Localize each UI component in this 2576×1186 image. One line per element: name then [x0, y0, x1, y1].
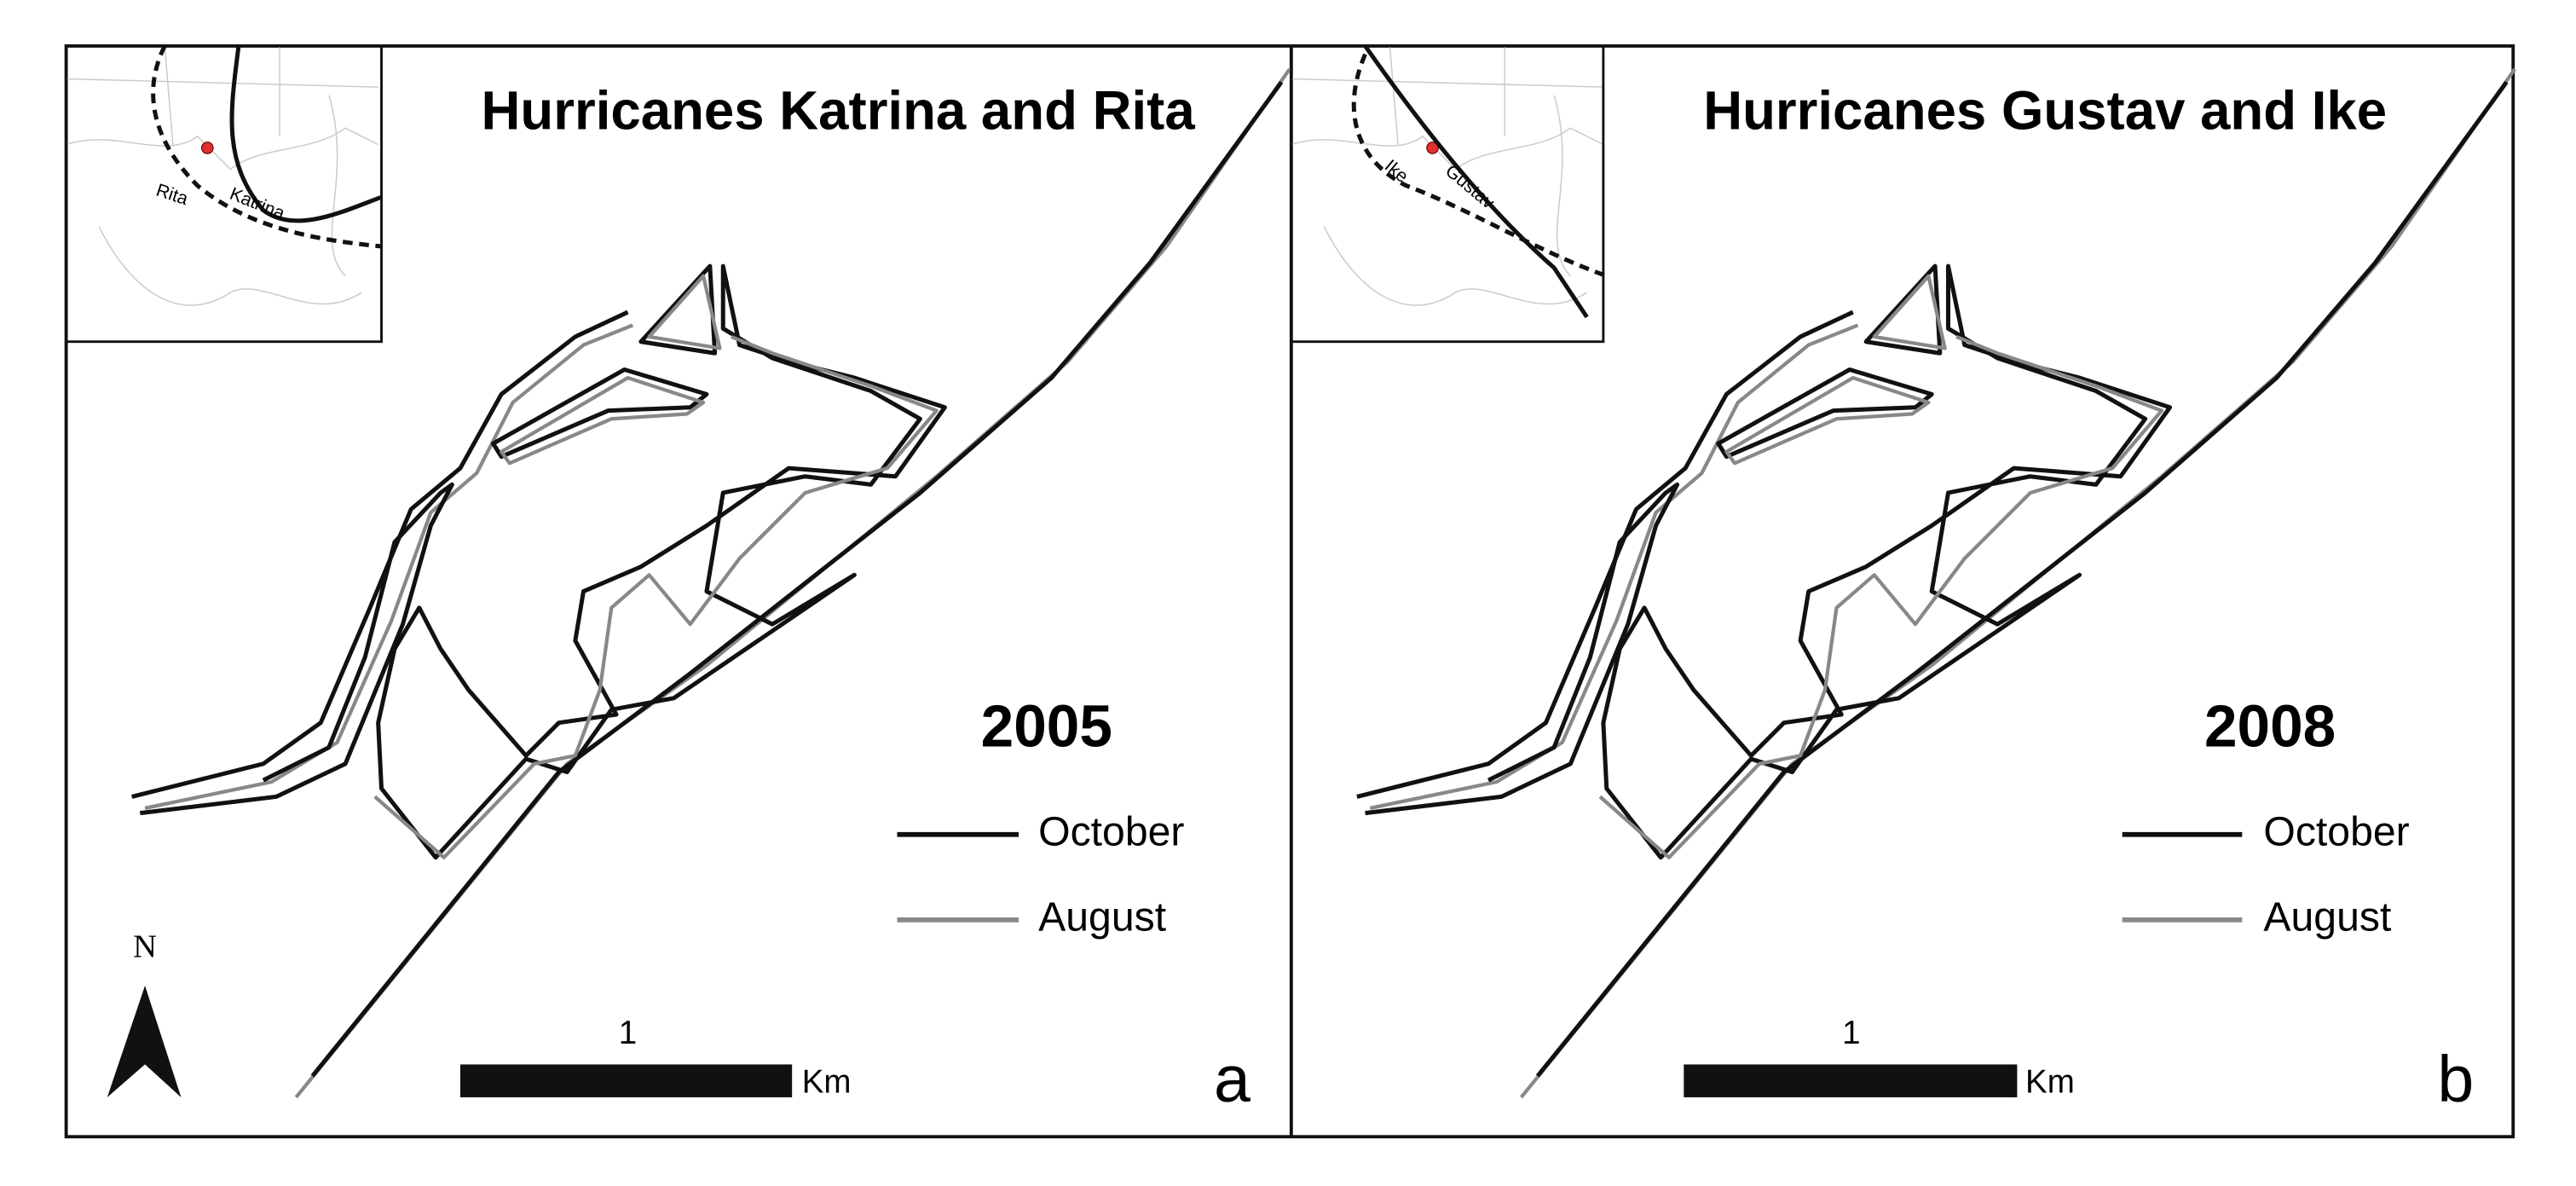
inset-frame — [1290, 44, 1605, 344]
scale-unit: Km — [802, 1064, 852, 1101]
inset-map: Gustav Ike — [1291, 44, 1608, 319]
scale-tick: 1 — [1842, 1015, 1860, 1051]
shoreline-map — [1357, 69, 2515, 1097]
track — [1351, 53, 1608, 279]
north-arrow — [107, 985, 182, 1097]
inset-frame — [65, 44, 383, 344]
track — [151, 44, 382, 249]
inset-label: Ike — [1381, 156, 1412, 187]
legend-label: October — [1038, 808, 1184, 854]
panel-label: a — [1214, 1043, 1250, 1116]
legend-label: August — [2263, 894, 2392, 940]
panel-title: Hurricanes Gustav and Ike — [1703, 81, 2387, 142]
panel-b: Gustav Ike Hurricanes Gustav and Ike 200… — [1290, 44, 2515, 1116]
scale-unit: Km — [2025, 1064, 2075, 1101]
panel-label: b — [2437, 1043, 2474, 1116]
year: 2008 — [2204, 693, 2336, 760]
track — [229, 45, 383, 223]
inset-label: Katrina — [227, 184, 287, 224]
shoreline-map — [132, 69, 1290, 1097]
scale-bar — [459, 1064, 793, 1097]
track — [1363, 44, 1589, 319]
inset-label: Rita — [153, 181, 190, 210]
inset-basemap — [65, 45, 379, 306]
legend-label: August — [1038, 894, 1167, 940]
inset-map: Katrina Rita — [65, 44, 383, 306]
legend-label: October — [2263, 808, 2409, 854]
panel-a: Katrina Rita Hurricanes Katrina and Rita… — [65, 44, 1290, 1116]
panel-title: Hurricanes Katrina and Rita — [482, 81, 1196, 142]
scale-tick: 1 — [619, 1015, 637, 1051]
year: 2005 — [981, 693, 1112, 760]
scale-bar — [1684, 1064, 2018, 1097]
north-label: N — [133, 929, 157, 964]
